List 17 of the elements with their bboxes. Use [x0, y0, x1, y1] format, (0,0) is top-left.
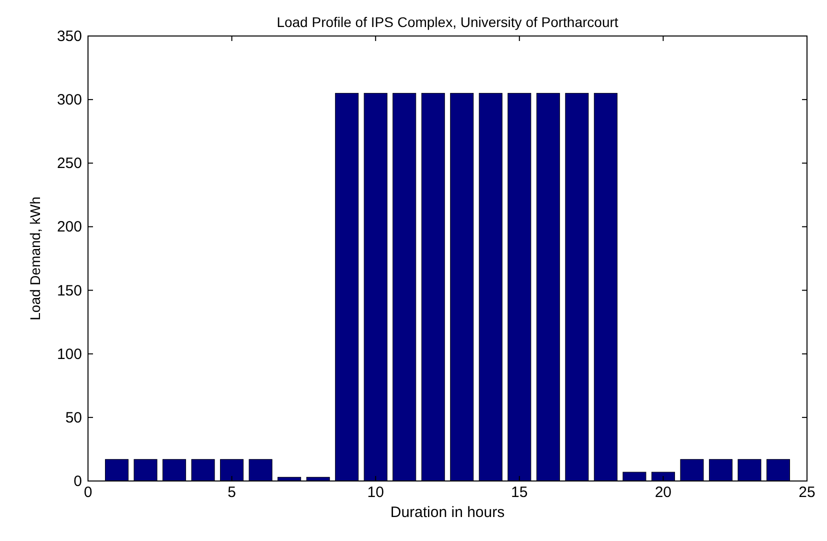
- y-tick-label: 200: [56, 218, 82, 236]
- y-tick-label: 250: [56, 155, 82, 172]
- x-tick-label: 0: [84, 484, 92, 501]
- y-tick-label: 50: [65, 409, 82, 426]
- chart-title: Load Profile of IPS Complex, University of Portharcourt: [276, 14, 618, 30]
- x-tick-label: 20: [654, 484, 672, 501]
- x-tick-label: 15: [511, 484, 528, 501]
- y-tick-label: 100: [56, 346, 82, 363]
- y-tick-label: 350: [56, 28, 82, 45]
- x-axis-title: Duration in hours: [390, 504, 505, 521]
- x-tick-label: 5: [228, 484, 236, 501]
- y-tick-label: 150: [56, 282, 82, 300]
- y-tick-label: 300: [56, 92, 82, 109]
- y-tick-label: 0: [74, 473, 82, 490]
- x-tick-label: 25: [798, 484, 816, 501]
- x-tick-label: 10: [367, 484, 384, 501]
- y-axis-title: Load Demand, kWh: [27, 196, 43, 320]
